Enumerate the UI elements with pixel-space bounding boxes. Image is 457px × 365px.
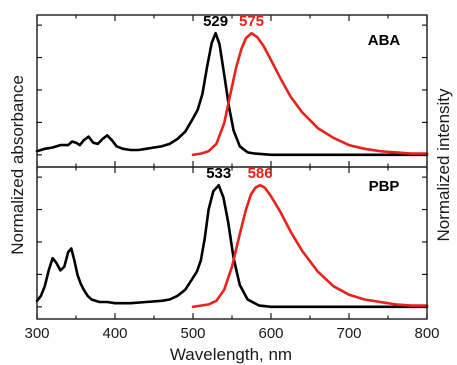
y-axis-label-right: Normalized intensity: [434, 88, 453, 242]
peak-label-533: 533: [206, 165, 231, 182]
x-axis: 300 400 500 600 700 800: [24, 15, 440, 342]
emission-line-pbp: [191, 183, 429, 309]
x-axis-label: Wavelength, nm: [170, 345, 292, 364]
y-axis-label-left: Normalized absorbance: [8, 75, 27, 255]
x-tick-label: 600: [258, 325, 283, 342]
panel-label-aba: ABA: [368, 32, 401, 49]
peak-label-529: 529: [203, 13, 228, 30]
x-tick-label: 800: [414, 325, 439, 342]
emission-line-aba: [191, 31, 429, 157]
panel-pbp: 533 586: [35, 165, 429, 309]
absorbance-line-pbp: [35, 183, 429, 309]
x-tick-label: 700: [336, 325, 361, 342]
absorbance-line-aba: [35, 31, 429, 157]
panel-aba: 529 575: [35, 13, 429, 157]
x-tick-label: 300: [24, 325, 49, 342]
peak-label-586: 586: [248, 165, 273, 182]
panel-label-pbp: PBP: [369, 178, 400, 195]
x-tick-label: 500: [180, 325, 205, 342]
peak-label-575: 575: [239, 13, 264, 30]
x-tick-label: 400: [102, 325, 127, 342]
